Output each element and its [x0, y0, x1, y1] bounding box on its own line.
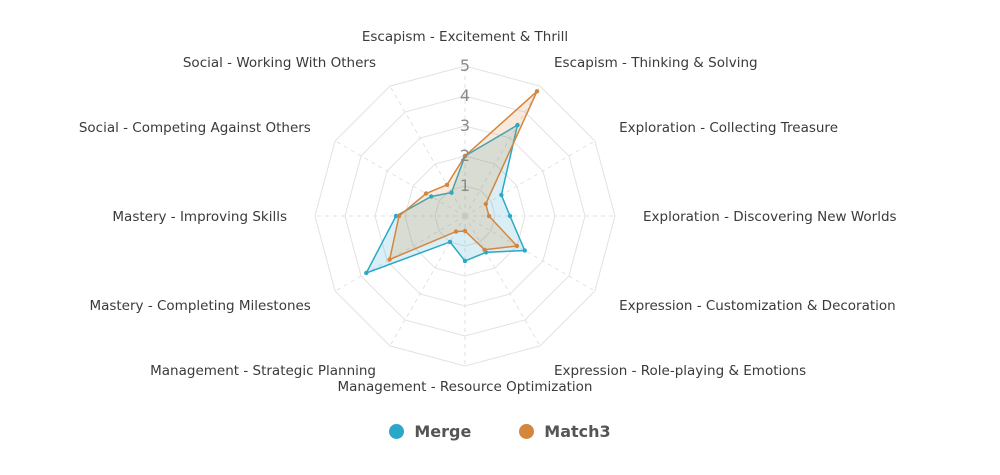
spoke-8 [334, 215, 466, 292]
tick-label-3: 3 [460, 116, 470, 135]
series-layer [364, 89, 540, 276]
data-point-match3-0[interactable] [462, 153, 468, 159]
spoke-4 [464, 215, 596, 292]
axis-label-6: Management - Resource Optimization [338, 379, 593, 395]
data-point-merge-11[interactable] [449, 190, 454, 195]
axis-label-3: Exploration - Discovering New Worlds [643, 209, 897, 225]
axis-label-0: Escapism - Excitement & Thrill [362, 29, 568, 45]
data-point-match3-8[interactable] [387, 257, 392, 262]
tick-labels: 1 2 3 4 5 [460, 56, 470, 195]
grid-ring-5 [314, 65, 616, 367]
axis-label-2: Exploration - Collecting Treasure [619, 120, 838, 136]
spoke-5 [464, 215, 541, 347]
legend-marker-match3 [519, 424, 535, 439]
legend-item-merge[interactable]: Merge [389, 422, 471, 441]
spoke-10 [334, 140, 466, 217]
data-point-merge-7[interactable] [447, 239, 453, 245]
axis-label-4: Expression - Customization & Decoration [619, 298, 896, 314]
axis-label-8: Mastery - Completing Milestones [89, 298, 310, 314]
tick-label-5: 5 [460, 56, 470, 75]
axis-label-9: Mastery - Improving Skills [112, 209, 287, 225]
axis-labels: Escapism - Excitement & Thrill Escapism -… [79, 29, 897, 395]
data-point-merge-8[interactable] [364, 270, 369, 276]
data-point-merge-4[interactable] [522, 248, 527, 253]
data-point-match3-11[interactable] [444, 182, 450, 188]
data-point-match3-7[interactable] [453, 229, 459, 234]
legend-label-merge: Merge [414, 422, 472, 441]
legend: Merge Match3 [0, 422, 1000, 441]
grid-ring-1 [434, 185, 496, 247]
spoke-1 [464, 85, 541, 217]
data-point-merge-10[interactable] [429, 194, 434, 199]
legend-item-match3[interactable]: Match3 [519, 422, 611, 441]
data-point-match3-9[interactable] [396, 213, 402, 219]
data-point-merge-2[interactable] [499, 192, 504, 198]
data-point-match3-1[interactable] [534, 89, 540, 94]
tick-label-4: 4 [460, 86, 470, 105]
axis-label-1: Escapism - Thinking & Solving [554, 55, 758, 71]
data-point-merge-1[interactable] [515, 122, 520, 128]
axis-label-10: Social - Competing Against Others [79, 120, 311, 136]
legend-label-match3: Match3 [544, 422, 611, 441]
data-point-match3-6[interactable] [462, 228, 468, 234]
spoke-7 [389, 215, 466, 347]
data-point-merge-3[interactable] [507, 213, 513, 219]
axis-label-7: Management - Strategic Planning [150, 363, 376, 379]
data-point-match3-2[interactable] [483, 201, 488, 207]
axis-label-5: Expression - Role-playing & Emotions [554, 363, 806, 379]
data-point-match3-3[interactable] [486, 213, 492, 219]
data-point-merge-6[interactable] [462, 258, 468, 264]
tick-label-1: 1 [460, 176, 470, 195]
legend-marker-merge [389, 424, 405, 439]
data-point-match3-5[interactable] [482, 247, 487, 252]
tick-label-2: 2 [460, 146, 470, 165]
axis-label-11: Social - Working With Others [183, 55, 376, 71]
data-point-match3-10[interactable] [423, 191, 429, 196]
data-point-match3-4[interactable] [514, 243, 520, 249]
